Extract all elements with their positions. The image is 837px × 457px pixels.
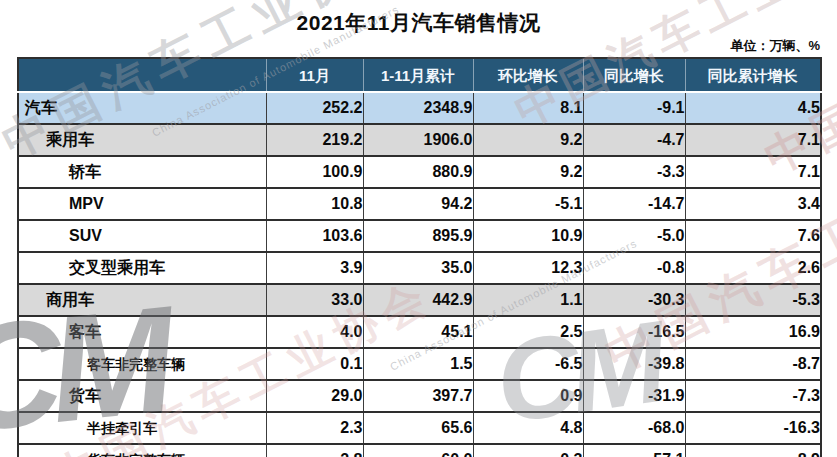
cell-value: 1.5 [363,348,473,380]
cell-value: 880.9 [363,156,473,188]
cell-value: 60.0 [363,444,473,457]
header-cell: 环比增长 [473,58,583,92]
cell-value: 2.3 [266,412,363,444]
row-label: 汽车 [18,92,266,124]
row-label: 半挂牵引车 [18,412,266,444]
unit-label: 单位：万辆、% [730,37,820,55]
table-row: 半挂牵引车2.365.64.8-68.0-16.3 [18,412,821,444]
cell-value: -8.9 [685,444,821,457]
cell-value: 12.3 [473,252,583,284]
cell-value: 2.6 [685,252,821,284]
header-cell: 1-11月累计 [363,58,473,92]
cell-value: 16.9 [685,316,821,348]
cell-value: 1.1 [473,284,583,316]
cell-value: -3.3 [583,156,685,188]
cell-value: -16.5 [583,316,685,348]
cell-value: 3.9 [266,252,363,284]
cell-value: 94.2 [363,188,473,220]
cell-value: 10.8 [266,188,363,220]
cell-value: 65.6 [363,412,473,444]
cell-value: -8.7 [685,348,821,380]
cell-value: 9.2 [473,156,583,188]
header-cell: 同比增长 [583,58,685,92]
header-cell: 同比累计增长 [685,58,821,92]
header-cell: 11月 [266,58,363,92]
row-label: MPV [18,188,266,220]
cell-value: -6.5 [473,348,583,380]
cell-value: -4.7 [583,124,685,156]
cell-value: 895.9 [363,220,473,252]
cell-value: 4.8 [473,412,583,444]
cell-value: 4.0 [266,316,363,348]
cell-value: 252.2 [266,92,363,124]
cell-value: 9.2 [473,124,583,156]
cell-value: 1906.0 [363,124,473,156]
table-row: 客车非完整车辆0.11.5-6.5-39.8-8.7 [18,348,821,380]
cell-value: -39.8 [583,348,685,380]
row-label: 客车 [18,316,266,348]
cell-value: 8.1 [473,92,583,124]
cell-value: 397.7 [363,380,473,412]
cell-value: -31.9 [583,380,685,412]
cell-value: 0.1 [266,348,363,380]
cell-value: 2348.9 [363,92,473,124]
row-label: 货车 [18,380,266,412]
cell-value: -57.1 [583,444,685,457]
cell-value: -9.1 [583,92,685,124]
cell-value: 10.9 [473,220,583,252]
cell-value: -7.3 [685,380,821,412]
table-row: 轿车100.9880.99.2-3.37.1 [18,156,821,188]
row-label: 轿车 [18,156,266,188]
table-row: 商用车33.0442.91.1-30.3-5.3 [18,284,821,316]
cell-value: -16.3 [685,412,821,444]
table-row: 货车29.0397.70.9-31.9-7.3 [18,380,821,412]
table-row: SUV103.6895.910.9-5.07.6 [18,220,821,252]
cell-value: 7.1 [685,124,821,156]
cell-value: -5.3 [685,284,821,316]
row-label: 商用车 [18,284,266,316]
cell-value: 29.0 [266,380,363,412]
cell-value: -14.7 [583,188,685,220]
cell-value: -68.0 [583,412,685,444]
row-label: SUV [18,220,266,252]
table-row: 汽车252.22348.98.1-9.14.5 [18,92,821,124]
cell-value: 2.8 [266,444,363,457]
cell-value: 33.0 [266,284,363,316]
cell-value: 103.6 [266,220,363,252]
cell-value: -30.3 [583,284,685,316]
cell-value: -5.0 [583,220,685,252]
cell-value: 45.1 [363,316,473,348]
cell-value: 100.9 [266,156,363,188]
sales-table: 11月1-11月累计环比增长同比增长同比累计增长 汽车252.22348.98.… [17,57,822,457]
cell-value: 7.6 [685,220,821,252]
cell-value: 4.5 [685,92,821,124]
table-row: MPV10.894.2-5.1-14.73.4 [18,188,821,220]
header-row: 11月1-11月累计环比增长同比增长同比累计增长 [18,58,821,92]
row-label: 乘用车 [18,124,266,156]
cell-value: -5.1 [473,188,583,220]
cell-value: 219.2 [266,124,363,156]
cell-value: 442.9 [363,284,473,316]
cell-value: 0.9 [473,380,583,412]
cell-value: 7.1 [685,156,821,188]
cell-value: -0.8 [583,252,685,284]
row-label: 客车非完整车辆 [18,348,266,380]
table-row: 货车非完整车辆2.860.0-0.3-57.1-8.9 [18,444,821,457]
table-row: 乘用车219.21906.09.2-4.77.1 [18,124,821,156]
table-row: 客车4.045.12.5-16.516.9 [18,316,821,348]
table-row: 交叉型乘用车3.935.012.3-0.82.6 [18,252,821,284]
cell-value: 35.0 [363,252,473,284]
page-title: 2021年11月汽车销售情况 [0,9,837,37]
cell-value: 3.4 [685,188,821,220]
row-label: 货车非完整车辆 [18,444,266,457]
page: 2021年11月汽车销售情况 单位：万辆、% 11月1-11月累计环比增长同比增… [0,0,837,457]
row-label: 交叉型乘用车 [18,252,266,284]
header-cell-category [18,58,266,92]
table-body: 汽车252.22348.98.1-9.14.5乘用车219.21906.09.2… [18,92,821,457]
cell-value: 2.5 [473,316,583,348]
cell-value: -0.3 [473,444,583,457]
